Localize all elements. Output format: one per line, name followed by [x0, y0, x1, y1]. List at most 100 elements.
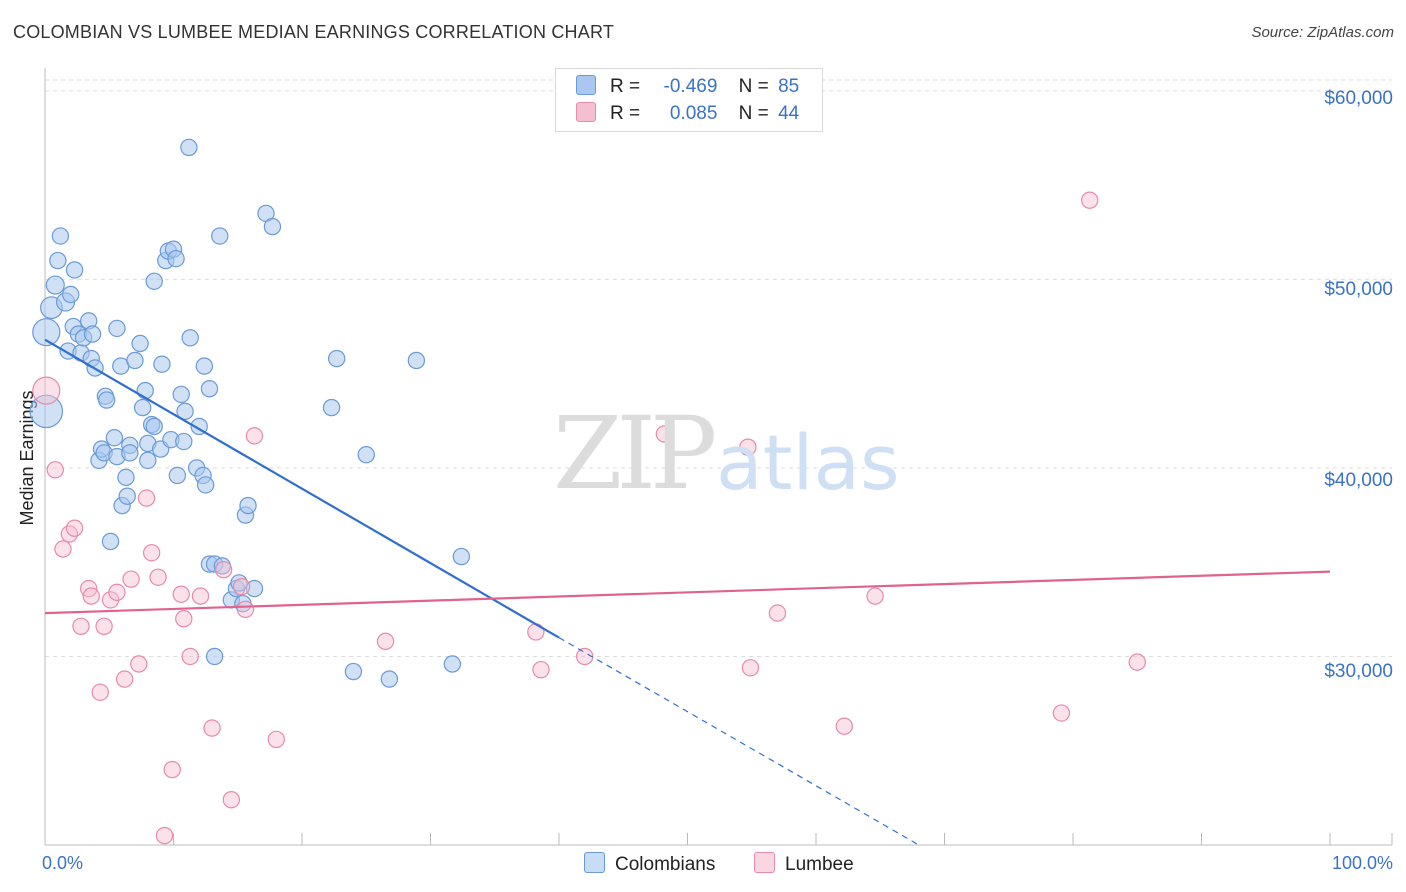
colombians-point: [196, 476, 215, 494]
colombians-trend-line: [44, 338, 560, 639]
lumbee-point: [835, 717, 853, 735]
colombians-point: [145, 417, 163, 436]
watermark-zip: ZIP: [553, 395, 717, 512]
lumbee-point: [72, 617, 90, 635]
lumbee-point: [175, 610, 193, 628]
colombians-point: [65, 261, 84, 279]
trend-lines: [44, 338, 1331, 846]
gridlines: [45, 79, 1392, 657]
colombians-legend-label: Colombians: [615, 854, 716, 875]
lumbee-point: [191, 587, 210, 605]
colombians-point: [168, 466, 187, 485]
legend-n-label: N =: [738, 76, 769, 97]
lumbee-point: [122, 570, 140, 588]
lumbee-points: [32, 191, 1146, 845]
legend-r-value: -0.469: [663, 76, 718, 97]
lumbee-point: [1081, 191, 1099, 209]
x-tick-label-min: 0.0%: [42, 853, 83, 873]
colombians-point: [181, 329, 199, 347]
y-tick-label-40000: $40,000: [1324, 470, 1393, 491]
colombians-point: [118, 487, 136, 505]
colombians-point: [205, 647, 224, 666]
colombians-point: [83, 325, 102, 343]
lumbee-point: [172, 585, 190, 603]
y-tick-label-60000: $60,000: [1324, 88, 1393, 109]
x-tick-label-max: 100.0%: [1332, 853, 1393, 873]
lumbee-point: [46, 461, 64, 479]
colombians-point: [29, 394, 64, 429]
lumbee-point: [768, 604, 787, 622]
lumbee-trend-line: [44, 570, 1331, 615]
colombians-point: [97, 391, 116, 409]
colombians-point: [263, 217, 282, 236]
legend-r-label: R =: [610, 76, 641, 97]
lumbee-legend-swatch: [754, 852, 775, 873]
colombians-point: [139, 451, 157, 470]
colombians-swatch: [576, 75, 596, 95]
colombians-point: [121, 444, 139, 462]
y-tick-label-50000: $50,000: [1324, 279, 1393, 300]
lumbee-point: [214, 561, 233, 579]
lumbee-point: [866, 587, 884, 605]
watermark-atlas: atlas: [716, 418, 900, 507]
lumbee-point: [142, 544, 161, 562]
lumbee-point: [130, 655, 148, 673]
colombians-point: [108, 319, 126, 338]
lumbee-point: [376, 632, 395, 651]
colombians-point: [200, 380, 219, 398]
colombians-point: [145, 272, 163, 290]
lumbee-point: [82, 587, 100, 605]
colombians-point: [133, 398, 152, 417]
lumbee-point: [532, 660, 550, 679]
lumbee-point: [1128, 653, 1146, 671]
legend-n-value: 44: [778, 103, 800, 124]
colombians-legend-swatch: [584, 852, 605, 873]
colombians-point: [117, 468, 135, 487]
colombians-point: [51, 227, 70, 245]
colombians-point: [101, 532, 120, 551]
colombians-point: [175, 432, 193, 451]
legend-row-colombians: R = -0.469 N = 85: [576, 75, 799, 101]
colombians-point: [49, 251, 67, 270]
lumbee-swatch: [576, 102, 596, 122]
colombians-point: [180, 138, 198, 157]
colombians-point: [153, 355, 171, 373]
colombians-point: [452, 547, 471, 566]
colombians-point: [131, 334, 149, 353]
colombians-point: [105, 429, 124, 447]
lumbee-point: [91, 683, 109, 701]
lumbee-point: [232, 578, 251, 596]
colombians-point: [167, 249, 185, 268]
lumbee-point: [655, 425, 674, 443]
y-tick-label-30000: $30,000: [1324, 661, 1393, 682]
colombians-point: [322, 398, 341, 417]
legend-n-label: N =: [738, 103, 769, 124]
lumbee-point: [54, 540, 72, 558]
colombians-point: [357, 446, 375, 464]
lumbee-point: [149, 568, 167, 586]
lumbee-point: [155, 826, 174, 845]
colombians-point: [443, 655, 462, 673]
lumbee-point: [95, 617, 113, 635]
colombians-point: [195, 357, 214, 375]
colombians-point: [407, 351, 426, 370]
colombians-trend-extension: [558, 637, 920, 846]
lumbee-point: [1052, 704, 1071, 722]
colombians-points: [29, 138, 471, 688]
legend-n-value: 85: [778, 76, 800, 97]
y-axis-label: Median Earnings: [17, 390, 37, 525]
lumbee-point: [137, 489, 156, 507]
colombians-point: [239, 496, 257, 515]
lumbee-point: [108, 583, 126, 602]
bottom-legend-colombians: Colombians: [584, 852, 715, 876]
colombians-point: [327, 349, 346, 368]
colombians-point: [126, 351, 144, 370]
lumbee-point: [32, 376, 61, 405]
lumbee-point: [115, 670, 134, 688]
colombians-point: [344, 662, 363, 681]
colombians-point: [136, 381, 154, 400]
lumbee-point: [163, 760, 181, 779]
chart-title: COLOMBIAN VS LUMBEE MEDIAN EARNINGS CORR…: [13, 22, 615, 42]
lumbee-point: [267, 730, 285, 749]
